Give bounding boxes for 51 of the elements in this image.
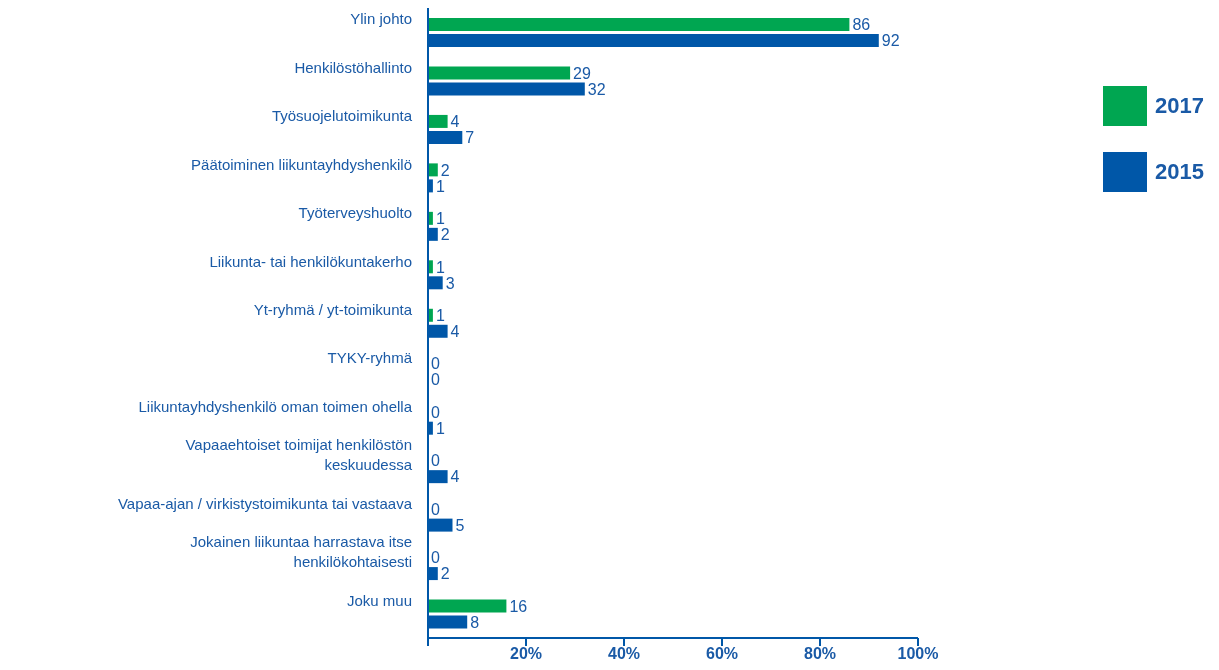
data-label: 4 <box>450 113 460 131</box>
data-label: 0 <box>431 549 440 567</box>
data-label: 0 <box>431 403 440 421</box>
y-tick-label: Henkilöstöhallinto <box>294 58 412 76</box>
data-label: 1 <box>435 419 445 437</box>
data-label: 5 <box>455 516 465 534</box>
data-label: 1 <box>435 177 445 195</box>
y-tick-label: Joku muu <box>346 591 412 609</box>
bar <box>428 599 507 613</box>
data-label: 4 <box>450 323 460 340</box>
data-label: 2 <box>440 226 450 244</box>
legend-label: 2017 <box>1155 93 1204 119</box>
data-label: 2 <box>440 565 450 583</box>
data-label: 4 <box>450 468 460 486</box>
y-tick-label: Vapaaehtoiset toimijat henkilöstön keskuudessa <box>185 436 413 474</box>
data-label: 3 <box>445 274 455 292</box>
data-label: 86 <box>852 16 871 34</box>
data-label: 29 <box>573 64 591 82</box>
bar <box>428 66 571 80</box>
data-label: 0 <box>431 371 440 389</box>
x-tick-label: 100% <box>897 645 939 663</box>
bar <box>428 18 850 31</box>
data-label: 32 <box>587 80 606 98</box>
data-label: 0 <box>431 355 440 373</box>
x-tick-label: 80% <box>803 645 837 663</box>
y-tick-label: Työsuojelutoimikunta <box>271 107 413 125</box>
data-label: 8 <box>470 613 480 631</box>
data-label: 7 <box>465 129 475 147</box>
data-label: 1 <box>435 307 445 324</box>
x-tick-label: 60% <box>705 645 739 663</box>
x-tick-label: 20% <box>509 645 543 663</box>
data-label: 92 <box>881 32 900 50</box>
x-tick-label: 40% <box>607 645 641 663</box>
y-tick-label: Liikuntayhdyshenkilö oman toimen ohella <box>138 397 413 415</box>
data-label: 0 <box>431 500 440 518</box>
y-tick-label: Työterveyshuolto <box>298 204 412 222</box>
data-label: 1 <box>435 258 445 276</box>
y-tick-label: TYKY-ryhmä <box>327 349 413 367</box>
data-label: 0 <box>431 452 440 470</box>
y-tick-label: Vapaa-ajan / virkistystoimikunta tai vastaava <box>117 494 413 512</box>
data-label: 1 <box>435 210 445 228</box>
y-tick-label: Liikunta- tai henkilökuntakerho <box>209 252 412 270</box>
bar <box>428 114 448 128</box>
y-tick-label: Jokainen liikuntaa harrastava itse henkilökohtaisesti <box>190 533 412 571</box>
y-tick-label: Päätoiminen liikuntayhdyshenkilö <box>191 155 412 173</box>
bar <box>428 163 438 177</box>
y-tick-label: Ylin johto <box>350 10 412 28</box>
data-label: 2 <box>440 161 450 179</box>
legend-label: 2015 <box>1155 159 1204 185</box>
y-tick-label: Yt-ryhmä / yt-toimikunta <box>253 301 413 318</box>
data-label: 16 <box>509 597 528 615</box>
